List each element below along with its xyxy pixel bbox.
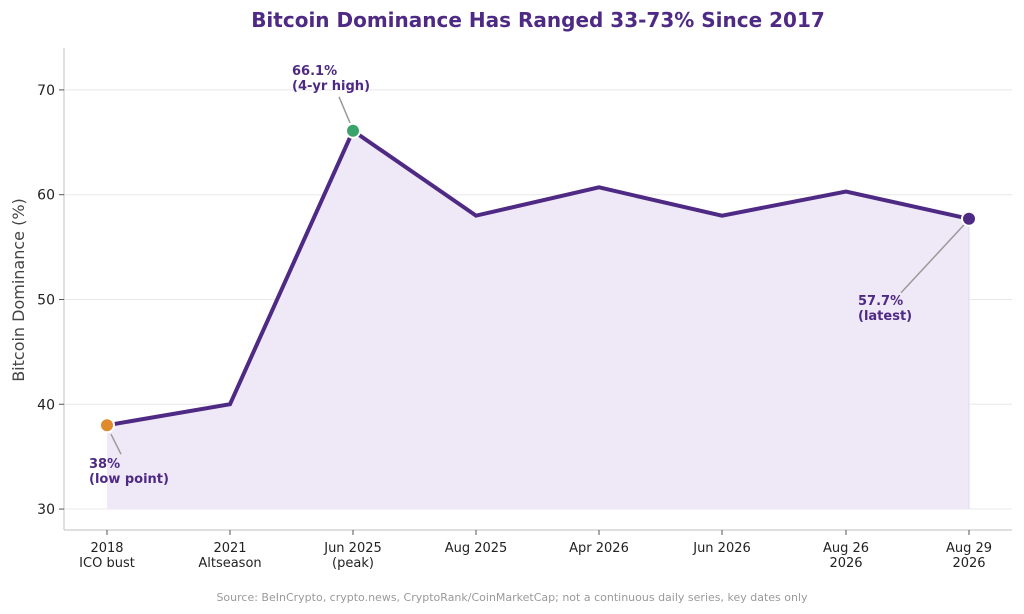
x-tick-line: Jun 2026	[692, 541, 751, 556]
x-tick-line: 2026	[952, 556, 985, 571]
x-tick-label: Aug 2025	[445, 541, 508, 556]
axes	[63, 48, 1012, 531]
annotation-leader-line	[110, 433, 122, 455]
chart-title: Bitcoin Dominance Has Ranged 33-73% Sinc…	[251, 8, 825, 32]
annotation-line: (low point)	[89, 472, 169, 487]
annotation-leader-line	[900, 223, 966, 294]
highlight-point	[961, 210, 977, 227]
annotation-label: 66.1% (4-yr high)	[292, 64, 370, 94]
series-polyline	[105, 127, 971, 428]
annotation-leader-line	[338, 96, 351, 124]
x-tick-line: 2018	[90, 541, 123, 556]
annotation-leaders	[110, 96, 966, 455]
x-tick-line: Jun 2025	[323, 541, 382, 556]
x-tick-line: Aug 2025	[445, 541, 508, 556]
highlight-point	[99, 417, 115, 434]
x-tick-label: Apr 2026	[569, 541, 629, 556]
annotation-line: 57.7%	[858, 294, 903, 309]
x-tick-line: (peak)	[332, 556, 374, 571]
y-axis-label: Bitcoin Dominance (%)	[9, 198, 28, 382]
series-line	[105, 127, 971, 428]
annotation-line: 66.1%	[292, 64, 337, 79]
source-note: Source: BeInCrypto, crypto.news, CryptoR…	[216, 591, 808, 604]
annotation-line: 38%	[89, 457, 120, 472]
y-tick-label: 40	[37, 397, 55, 413]
x-tick-line: 2026	[829, 556, 862, 571]
x-tick-label: Aug 29 2026	[946, 541, 992, 571]
x-tick-line: 2021	[213, 541, 246, 556]
annotation-label: 38% (low point)	[89, 457, 169, 487]
area-fill-path	[107, 130, 969, 510]
annotations: 38% (low point) 66.1% (4-yr high) 57.7% (late…	[89, 64, 912, 487]
y-axis-ticks: 30 40 50 60 70	[37, 83, 64, 518]
highlight-point	[345, 122, 361, 139]
y-tick-label: 50	[37, 292, 55, 308]
annotation-line: (latest)	[858, 309, 912, 324]
y-tick-label: 70	[37, 83, 55, 99]
highlight-points	[99, 122, 977, 434]
annotation-label: 57.7% (latest)	[858, 294, 912, 324]
x-tick-line: Apr 2026	[569, 541, 629, 556]
x-tick-line: Aug 29	[946, 541, 992, 556]
x-tick-line: Aug 26	[823, 541, 869, 556]
x-tick-line: ICO bust	[79, 556, 135, 571]
x-tick-label: Aug 26 2026	[823, 541, 869, 571]
y-tick-label: 30	[37, 502, 55, 518]
x-axis-ticks: 2018 ICO bust 2021 Altseason Jun 2025 (peak) A…	[79, 530, 992, 571]
x-tick-line: Altseason	[198, 556, 261, 571]
x-tick-label: 2021 Altseason	[198, 541, 261, 571]
annotation-line: (4-yr high)	[292, 79, 370, 94]
y-tick-label: 60	[37, 188, 55, 204]
x-tick-label: Jun 2026	[692, 541, 751, 556]
x-tick-label: 2018 ICO bust	[79, 541, 135, 571]
x-tick-label: Jun 2025 (peak)	[323, 541, 382, 571]
area-fill	[107, 130, 970, 510]
